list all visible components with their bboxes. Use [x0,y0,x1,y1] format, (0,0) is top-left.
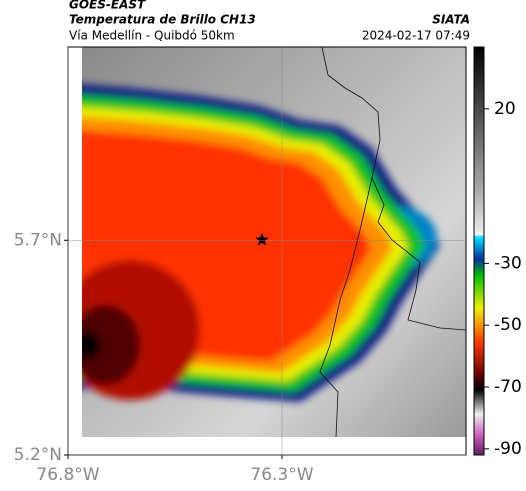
datetime: 2024-02-17 07:49 [362,29,470,43]
colorbar-tick-label: -90 [494,439,522,459]
header: GOES-EAST Temperatura de Brillo CH13 Vía… [69,0,470,43]
x-tick-label: 76.8°W [36,465,99,485]
title: GOES-EAST [69,0,146,12]
subtitle: Temperatura de Brillo CH13 [69,13,256,27]
y-tick-label: 5.7°N [14,230,62,250]
source: SIATA [432,13,470,27]
satellite-image [82,47,466,437]
location-marker [255,233,269,246]
colorbar-tick-label: -70 [494,377,522,397]
location: Vía Medellín - Quibdó 50km [69,29,235,43]
x-tick-label: 76.3°W [250,465,313,485]
colorbar-tick-label: -50 [494,315,522,335]
colorbar-tick-label: 20 [494,99,516,119]
colorbar-tick-label: -30 [494,253,522,273]
y-tick-label: 5.2°N [14,445,62,465]
colorbar [473,46,485,456]
